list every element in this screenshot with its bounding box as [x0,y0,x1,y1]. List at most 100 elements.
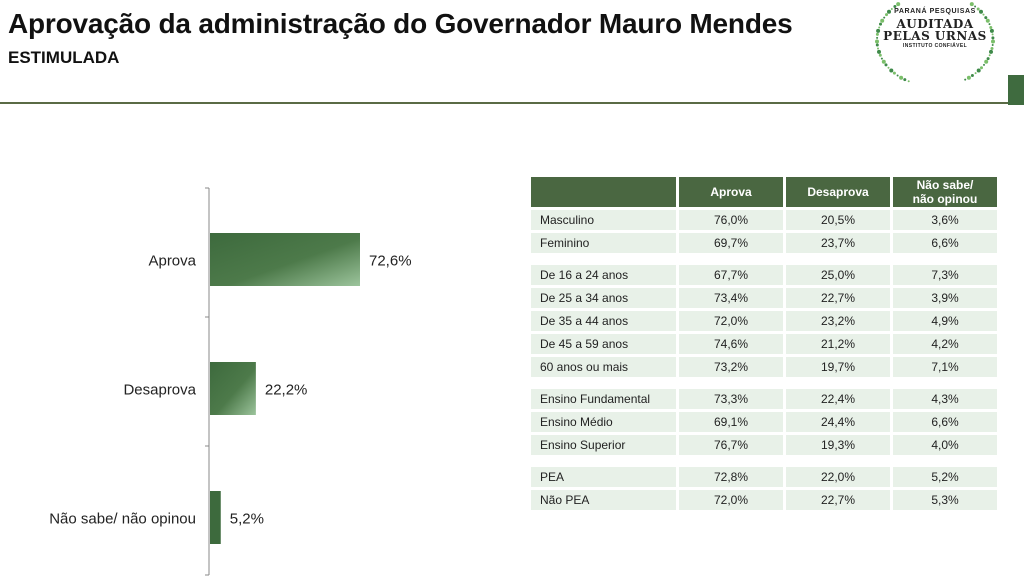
approval-bar-chart: Aprova 72,6% Desaprova 22,2% Não sabe/ não o… [49,187,412,576]
table-cell: 4,0% [893,435,997,455]
row-label: Ensino Médio [531,412,676,432]
category-label-0: Aprova [148,253,196,270]
table-row: PEA 72,8% 22,0% 5,2% [531,467,997,487]
logo-dot [976,7,980,11]
table-cell: 3,9% [893,288,997,308]
logo-line-2: AUDITADA [896,17,974,31]
logo-dot [974,5,977,8]
logo-dot [984,16,988,20]
table-row: Ensino Fundamental 73,3% 22,4% 4,3% [531,389,997,409]
header-accent-tab [1008,75,1024,105]
logo-dot [991,33,994,36]
logo-line-1: PARANÁ PESQUISAS [894,8,976,15]
table-cell: 21,2% [786,334,890,354]
table-cell: 69,1% [679,412,783,432]
logo-dot [880,57,883,60]
value-label-2: 5,2% [230,511,264,528]
logo-dot [970,74,974,77]
logo-dot [986,57,990,61]
table-cell: 72,8% [679,467,783,487]
table-cell: 4,3% [893,389,997,409]
table-cell: 76,0% [679,210,783,230]
row-label: Masculino [531,210,676,230]
table-cell: 6,6% [893,412,997,432]
table-header-1: Aprova [679,177,783,207]
logo-dot [989,26,993,29]
logo-dot [985,18,990,23]
header-divider [0,102,1010,104]
logo-dot [980,66,983,70]
table-cell: 4,9% [893,311,997,331]
page-title: Aprovação da administração do Governador… [8,8,793,39]
row-label: Não PEA [531,490,676,510]
logo-dot [896,2,901,7]
bar-2 [210,491,221,544]
table-cell: 7,3% [893,265,997,285]
table-header-row: Aprova Desaprova Não sabe/não opinou [531,177,997,207]
table-group-gap [531,256,997,262]
logo-dot [988,23,991,26]
logo-dot [983,63,985,66]
table-header-0 [531,177,676,207]
logo-dot [974,72,977,75]
institute-logo: PARANÁ PESQUISAS AUDITADA PELAS URNAS IN… [862,0,1008,100]
table-row: De 16 a 24 anos 67,7% 25,0% 7,3% [531,265,997,285]
logo-dot [991,36,995,40]
table-cell: 6,6% [893,233,997,253]
logo-dot [990,47,994,50]
table-row: Ensino Médio 69,1% 24,4% 6,6% [531,412,997,432]
logo-dot [885,13,888,17]
table-row: Masculino 76,0% 20,5% 3,6% [531,210,997,230]
logo-dot [991,44,994,46]
logo-dot [875,32,879,36]
row-label: De 45 a 59 anos [531,334,676,354]
table-cell: 24,4% [786,412,890,432]
table-row: Não PEA 72,0% 22,7% 5,3% [531,490,997,510]
table-cell: 72,0% [679,490,783,510]
logo-dot [881,59,886,64]
logo-dot [892,71,896,75]
logo-dot [893,5,897,8]
bar-0 [210,233,360,286]
logo-dot [876,36,879,39]
table-cell: 76,7% [679,435,783,455]
logo-dot [878,26,881,29]
logo-dot [887,9,891,14]
logo-dot [875,43,879,47]
table-cell: 22,7% [786,490,890,510]
category-label-1: Desaprova [123,382,196,399]
value-label-1: 22,2% [265,382,308,399]
table-cell: 22,0% [786,467,890,487]
logo-dot [969,2,974,7]
table-group-gap [531,380,997,386]
category-label-2: Não sabe/ não opinou [49,511,196,528]
table-group-gap [531,458,997,464]
logo-dot [887,66,890,69]
bar-1 [210,362,256,415]
value-label-0: 72,6% [369,253,412,270]
row-label: De 16 a 24 anos [531,265,676,285]
table-cell: 73,4% [679,288,783,308]
table-row: Ensino Superior 76,7% 19,3% 4,0% [531,435,997,455]
table-cell: 73,3% [679,389,783,409]
table-cell: 25,0% [786,265,890,285]
table-row: De 45 a 59 anos 74,6% 21,2% 4,2% [531,334,997,354]
logo-dot [883,16,886,19]
logo-dot [878,53,882,57]
logo-dot [988,54,991,57]
logo-dots-icon [875,2,995,83]
logo-line-3: PELAS URNAS [883,29,987,43]
table-cell: 7,1% [893,357,997,377]
logo-dot [879,22,882,26]
logo-dot [877,47,879,50]
page-subtitle: ESTIMULADA [8,48,120,67]
row-label: PEA [531,467,676,487]
logo-dot [964,78,967,81]
table-cell: 22,7% [786,288,890,308]
logo-dot [966,75,971,80]
logo-dot [984,59,989,64]
row-label: 60 anos ou mais [531,357,676,377]
table-cell: 73,2% [679,357,783,377]
table-cell: 67,7% [679,265,783,285]
table-cell: 3,6% [893,210,997,230]
